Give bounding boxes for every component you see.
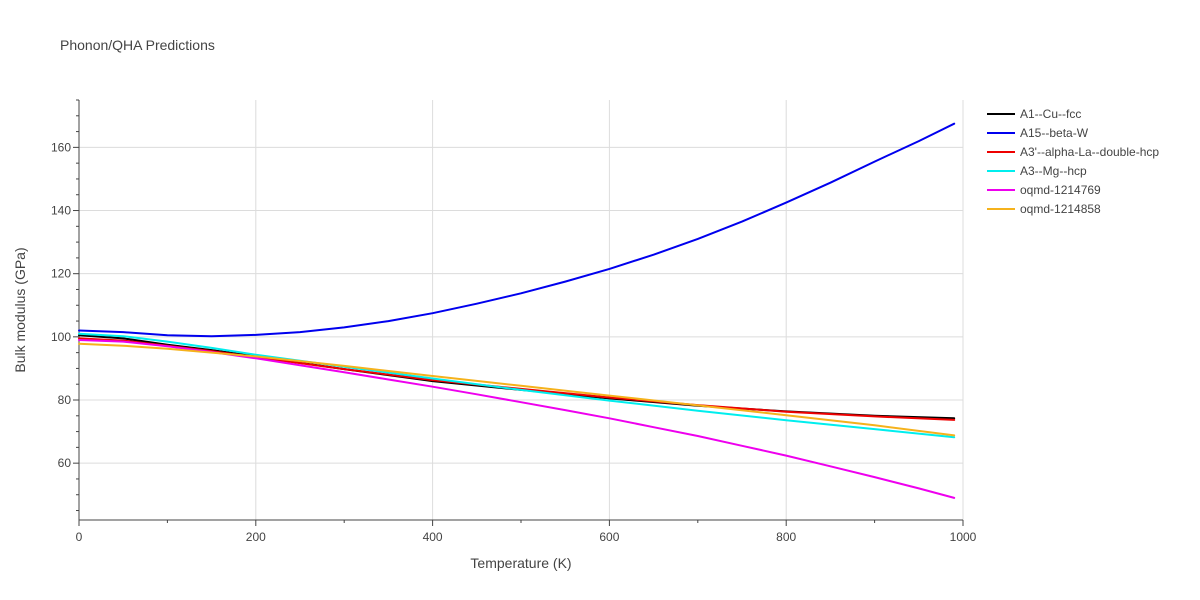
legend-label: oqmd-1214769 <box>1020 183 1101 197</box>
series-line-5 <box>78 342 956 437</box>
y-tick-label: 60 <box>58 456 72 470</box>
x-tick-label: 200 <box>246 530 266 544</box>
y-tick-label: 100 <box>51 330 71 344</box>
legend-label: A3--Mg--hcp <box>1020 164 1087 178</box>
x-tick-label: 0 <box>76 530 83 544</box>
y-tick-label: 80 <box>58 393 72 407</box>
x-axis-title: Temperature (K) <box>470 555 571 571</box>
y-tick-label: 160 <box>51 140 71 154</box>
series-line-1 <box>78 122 956 338</box>
y-ticks: 60 80 100 120 140 160 <box>51 99 79 512</box>
x-tick-label: 400 <box>423 530 443 544</box>
legend-label: oqmd-1214858 <box>1020 202 1101 216</box>
series-line-2 <box>78 337 956 421</box>
x-ticks: 0 200 400 600 800 1000 <box>76 520 977 544</box>
legend-label: A15--beta-W <box>1020 126 1089 140</box>
y-tick-label: 140 <box>51 204 71 218</box>
legend-label: A3'--alpha-La--double-hcp <box>1020 145 1159 159</box>
x-tick-label: 1000 <box>950 530 977 544</box>
grid <box>79 100 964 520</box>
chart-title: Phonon/QHA Predictions <box>60 37 215 53</box>
x-tick-label: 800 <box>776 530 796 544</box>
legend-label: A1--Cu--fcc <box>1020 107 1081 121</box>
plot-area <box>78 122 956 499</box>
y-axis-title: Bulk modulus (GPa) <box>12 247 28 372</box>
y-tick-label: 120 <box>51 267 71 281</box>
x-tick-label: 600 <box>599 530 619 544</box>
legend: A1--Cu--fcc A15--beta-W A3'--alpha-La--dou… <box>987 107 1159 216</box>
axes <box>78 100 963 521</box>
series-line-3 <box>78 332 956 439</box>
